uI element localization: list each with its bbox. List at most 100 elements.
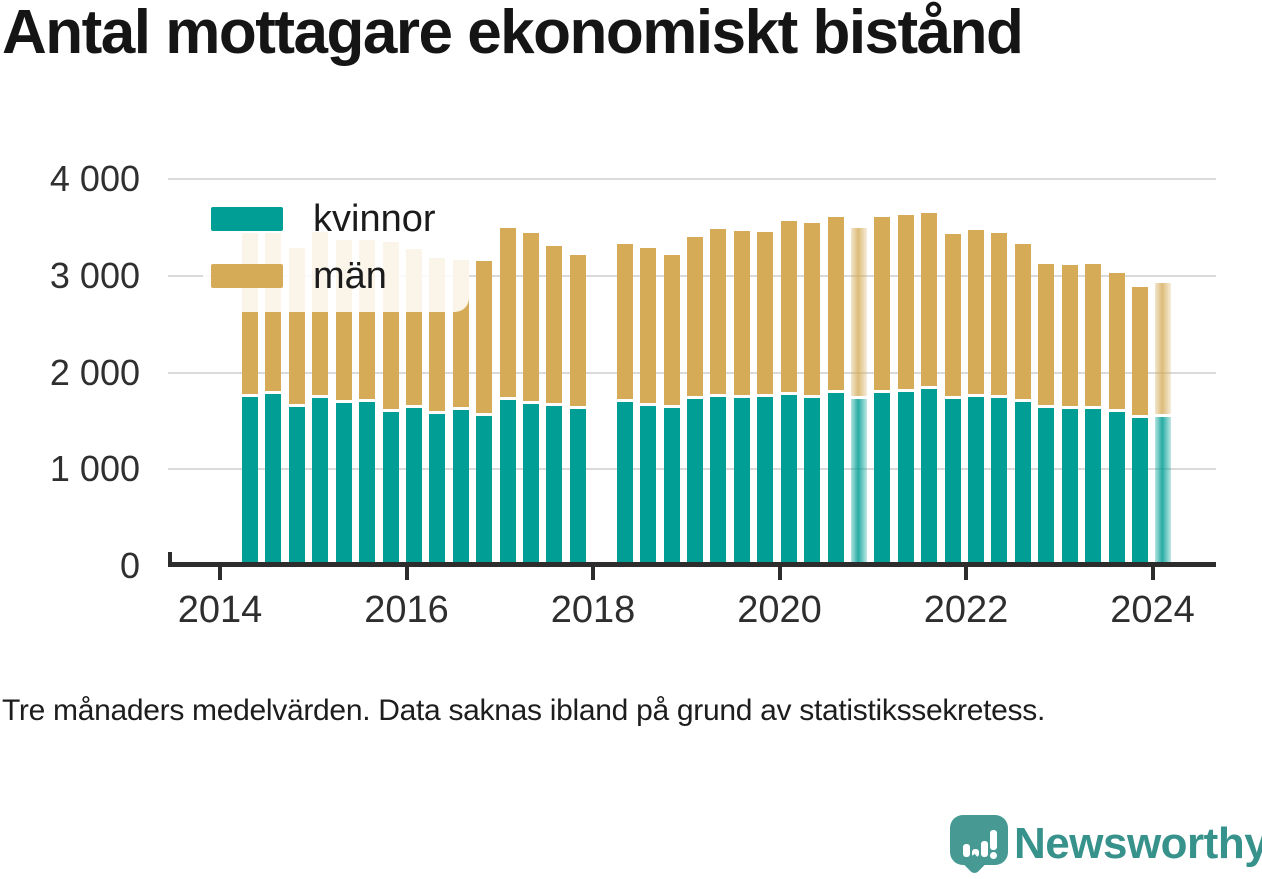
bar-segment-kvinnor — [780, 394, 797, 566]
bar-segment-man — [523, 233, 540, 401]
bar-segment-man — [546, 245, 563, 403]
logo-bar-icon — [963, 844, 970, 857]
bar-segment-kvinnor — [382, 412, 399, 566]
bar-segment-kvinnor — [1061, 409, 1078, 566]
x-axis-end-cap — [168, 552, 172, 566]
logo-bar-icon — [981, 841, 988, 857]
y-axis-tick-label: 2 000 — [49, 351, 140, 393]
bar-segment-kvinnor — [359, 401, 376, 566]
legend-label-man: män — [313, 255, 387, 297]
bar-segment-man — [991, 233, 1008, 395]
bar-segment-kvinnor — [616, 401, 633, 566]
bar-segment-man — [616, 244, 633, 399]
bar-segment-man — [1108, 273, 1125, 410]
bar-segment-man — [968, 229, 985, 394]
bar-segment-kvinnor — [686, 398, 703, 566]
bar-segment-man — [569, 254, 586, 407]
bar-segment-kvinnor — [242, 396, 258, 566]
bar-segment-kvinnor — [429, 414, 446, 566]
bar-segment-man — [921, 213, 938, 387]
legend-label-kvinnor: kvinnor — [313, 198, 436, 240]
y-axis-tick-label: 3 000 — [49, 255, 140, 297]
chart-footnote: Tre månaders medelvärden. Data saknas ib… — [2, 694, 1045, 727]
x-axis-tick-label: 2016 — [364, 589, 449, 631]
bar-segment-kvinnor — [1131, 418, 1148, 566]
bar-segment-kvinnor — [1038, 408, 1055, 566]
x-axis-line — [168, 562, 1216, 567]
x-axis-tick — [404, 566, 409, 580]
bar-segment-man — [757, 232, 774, 394]
logo-bar-icon — [972, 849, 979, 857]
bar-segment-kvinnor — [921, 389, 938, 566]
bar-segment-kvinnor — [405, 408, 422, 566]
legend-swatch-kvinnor — [211, 207, 283, 231]
legend-item-kvinnor: kvinnor — [211, 198, 436, 240]
bar-segment-kvinnor — [452, 410, 469, 566]
legend-swatch-man — [211, 264, 283, 288]
bar-segment-kvinnor — [1155, 417, 1172, 566]
x-axis-tick-label: 2018 — [550, 589, 636, 631]
y-axis-tick-label: 4 000 — [49, 158, 140, 200]
y-axis-tick-label: 1 000 — [49, 448, 140, 490]
gridline — [168, 178, 1216, 181]
chart-title: Antal mottagare ekonomiskt bistånd — [2, 0, 1024, 67]
bar-segment-man — [897, 215, 914, 390]
x-axis-tick — [777, 566, 782, 580]
bar-segment-man — [780, 220, 797, 392]
bar-segment-man — [499, 227, 516, 397]
bar-segment-kvinnor — [663, 408, 680, 566]
bar-segment-kvinnor — [523, 403, 540, 566]
newsworthy-speech-bubble-bar-chart-icon — [950, 815, 1008, 865]
x-axis-tick — [218, 566, 222, 580]
bar-segment-kvinnor — [288, 407, 305, 566]
bar-segment-man — [710, 228, 727, 394]
bar-segment-kvinnor — [874, 392, 891, 566]
bar-segment-kvinnor — [265, 393, 282, 566]
y-axis-tick-label: 0 — [119, 545, 140, 586]
x-axis-tick-label: 2022 — [923, 589, 1009, 631]
bar-segment-kvinnor — [569, 409, 586, 566]
bar-segment-man — [640, 247, 657, 403]
bar-segment-man — [733, 231, 750, 395]
brand-name: Newsworthy — [1014, 819, 1262, 868]
bar-segment-kvinnor — [897, 392, 914, 566]
bar-segment-kvinnor — [991, 397, 1008, 566]
bar-segment-man — [1061, 265, 1078, 407]
bar-segment-kvinnor — [710, 396, 727, 566]
bar-segment-man — [874, 216, 891, 390]
bar-segment-man — [1085, 264, 1102, 407]
bar-segment-man — [1155, 282, 1172, 415]
bar-segment-kvinnor — [476, 416, 493, 566]
bar-segment-kvinnor — [1085, 409, 1102, 566]
bar-segment-man — [850, 227, 867, 396]
bar-segment-kvinnor — [944, 398, 961, 566]
bar-segment-kvinnor — [499, 399, 516, 566]
x-axis-tick — [591, 566, 595, 580]
bar-segment-kvinnor — [312, 397, 329, 566]
x-axis-tick-label: 2024 — [1110, 589, 1195, 631]
bar-segment-kvinnor — [546, 405, 563, 566]
bar-segment-kvinnor — [1108, 412, 1125, 566]
logo-exclamation-icon — [990, 830, 997, 850]
bar-segment-kvinnor — [640, 405, 657, 566]
bar-segment-man — [1038, 264, 1055, 406]
bar-segment-man — [1014, 244, 1031, 399]
x-axis-tick — [1150, 566, 1155, 580]
bar-segment-kvinnor — [335, 402, 352, 566]
bar-segment-kvinnor — [850, 398, 867, 566]
bar-segment-man — [1131, 286, 1148, 416]
bar-segment-man — [804, 222, 821, 395]
bar-segment-man — [686, 237, 703, 396]
bar-segment-kvinnor — [1014, 401, 1031, 566]
bar-segment-man — [827, 216, 844, 390]
x-axis-tick — [964, 566, 968, 580]
bar-segment-kvinnor — [733, 397, 750, 566]
bar-segment-man — [944, 234, 961, 396]
x-axis-tick-label: 2014 — [177, 589, 263, 631]
x-axis-tick-label: 2020 — [737, 589, 822, 631]
bar-segment-man — [663, 254, 680, 406]
bar-segment-kvinnor — [827, 392, 844, 566]
logo-exclamation-dot-icon — [990, 852, 997, 859]
